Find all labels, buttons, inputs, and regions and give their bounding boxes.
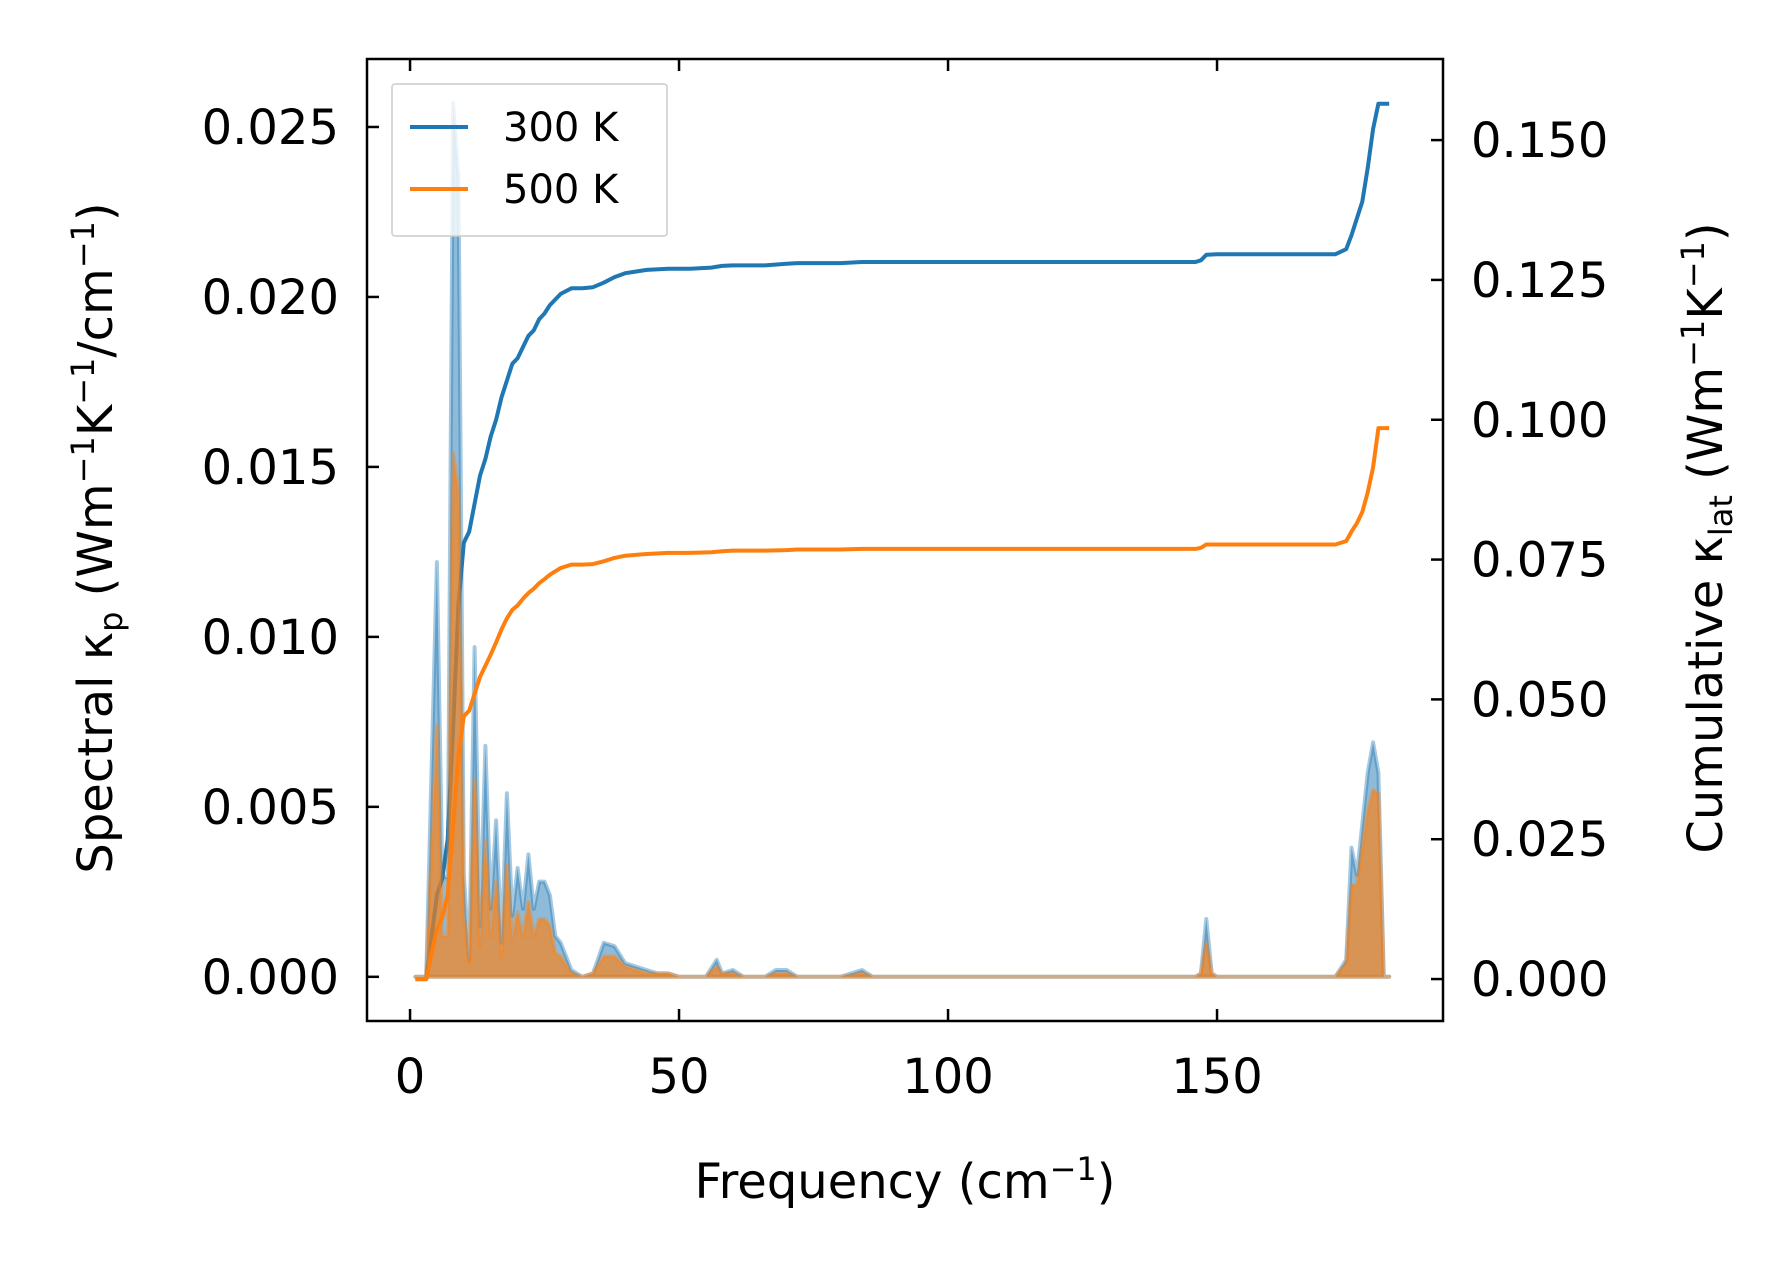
x-tick-label: 50 bbox=[649, 1049, 710, 1105]
axes: 0 50 100 150 0.000 0.005 0.010 0.015 0.020 0.025 0… bbox=[202, 57, 1608, 1105]
y-tick-label-left: 0.005 bbox=[202, 780, 339, 836]
y-tick-label-left: 0.015 bbox=[202, 440, 339, 496]
y-tick-label-right: 0.100 bbox=[1471, 393, 1608, 449]
y-tick-label-left: 0.025 bbox=[202, 100, 339, 156]
plot-frame bbox=[365, 57, 1445, 1023]
plot-area bbox=[413, 101, 1392, 982]
cumulative-line-300-k bbox=[415, 101, 1390, 982]
y-tick-label-left: 0.020 bbox=[202, 270, 339, 326]
spectral-area-500-k bbox=[413, 451, 1392, 979]
y-tick-label-right: 0.125 bbox=[1471, 253, 1608, 309]
y-axis-right-title: Cumulative κlat (Wm−1K−1) bbox=[1674, 222, 1740, 853]
y-tick-label-right: 0.150 bbox=[1471, 113, 1608, 169]
legend-label-500k: 500 K bbox=[503, 167, 620, 213]
x-tick-label: 100 bbox=[902, 1049, 994, 1105]
cumulative-line-500-k bbox=[415, 426, 1390, 982]
x-axis-title: Frequency (cm−1) bbox=[694, 1150, 1115, 1210]
x-tick-label: 150 bbox=[1171, 1049, 1263, 1105]
y-tick-label-left: 0.010 bbox=[202, 610, 339, 666]
y-axis-left-title: Spectral κp (Wm−1K−1/cm−1) bbox=[64, 202, 130, 873]
legend: 300 K 500 K bbox=[391, 83, 668, 237]
y-tick-label-right: 0.075 bbox=[1471, 533, 1608, 589]
legend-label-300k: 300 K bbox=[503, 105, 620, 151]
x-tick-label: 0 bbox=[395, 1049, 426, 1105]
y-tick-label-right: 0.050 bbox=[1471, 672, 1608, 728]
y-tick-label-right: 0.025 bbox=[1471, 812, 1608, 868]
y-tick-label-left: 0.000 bbox=[202, 950, 339, 1006]
y-tick-label-right: 0.000 bbox=[1471, 952, 1608, 1008]
legend-box bbox=[391, 83, 668, 237]
